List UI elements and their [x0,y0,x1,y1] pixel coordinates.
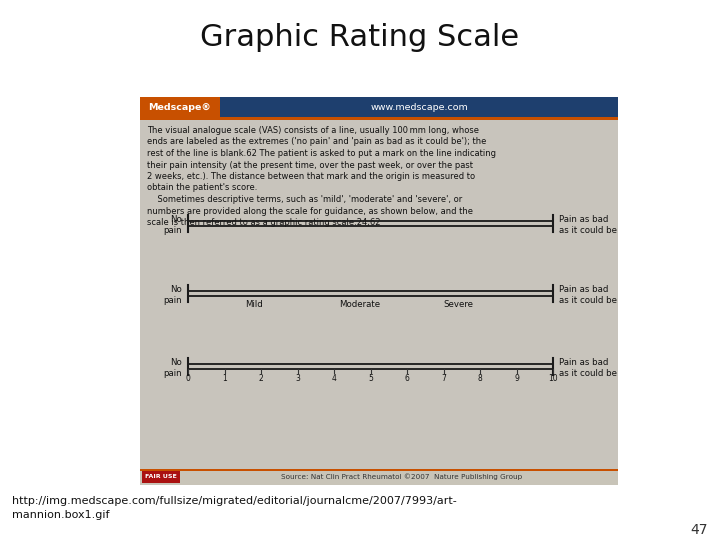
Bar [140,117,618,120]
Text: 4: 4 [332,374,336,383]
Text: 5: 5 [368,374,373,383]
Bar [140,97,618,117]
Text: scale is then referred to as a graphic rating scale.24,62: scale is then referred to as a graphic r… [147,218,380,227]
Text: 9: 9 [514,374,519,383]
Text: numbers are provided along the scale for guidance, as shown below, and the: numbers are provided along the scale for… [147,206,473,215]
Text: No
pain: No pain [163,285,182,305]
Text: 6: 6 [405,374,410,383]
Bar [140,469,618,471]
Text: Pain as bad
as it could be: Pain as bad as it could be [559,215,617,235]
Text: Moderate: Moderate [339,300,380,309]
Bar [140,97,618,485]
Text: Severe: Severe [443,300,473,309]
Text: 2 weeks, etc.). The distance between that mark and the origin is measured to: 2 weeks, etc.). The distance between tha… [147,172,475,181]
Text: Pain as bad
as it could be: Pain as bad as it could be [559,358,617,378]
Text: 10: 10 [548,374,558,383]
Text: rest of the line is blank.62 The patient is asked to put a mark on the line indi: rest of the line is blank.62 The patient… [147,149,496,158]
Bar [140,97,220,117]
Text: Graphic Rating Scale: Graphic Rating Scale [200,24,520,52]
Text: 47: 47 [690,523,708,537]
Text: 7: 7 [441,374,446,383]
Text: Sometimes descriptive terms, such as 'mild', 'moderate' and 'severe', or: Sometimes descriptive terms, such as 'mi… [147,195,462,204]
Text: 8: 8 [477,374,482,383]
Text: Source: Nat Clin Pract Rheumatol ©2007  Nature Publishing Group: Source: Nat Clin Pract Rheumatol ©2007 N… [282,474,523,481]
Text: Medscape®: Medscape® [148,103,212,111]
Text: 1: 1 [222,374,227,383]
Text: Pain as bad
as it could be: Pain as bad as it could be [559,285,617,305]
Text: No
pain: No pain [163,215,182,235]
Text: The visual analogue scale (VAS) consists of a line, usually 100 mm long, whose: The visual analogue scale (VAS) consists… [147,126,479,135]
Text: Mild: Mild [245,300,263,309]
Text: 2: 2 [258,374,264,383]
Text: 0: 0 [186,374,190,383]
Text: www.medscape.com: www.medscape.com [370,103,468,111]
Bar [140,469,618,485]
Text: http://img.medscape.com/fullsize/migrated/editorial/journalcme/2007/7993/art-
ma: http://img.medscape.com/fullsize/migrate… [12,496,456,520]
Text: FAIR USE: FAIR USE [145,475,177,480]
Text: their pain intensity (at the present time, over the past week, or over the past: their pain intensity (at the present tim… [147,160,473,170]
Bar [142,471,180,483]
Text: obtain the patient's score.: obtain the patient's score. [147,184,257,192]
Text: 3: 3 [295,374,300,383]
Text: ends are labeled as the extremes ('no pain' and 'pain as bad as it could be'); t: ends are labeled as the extremes ('no pa… [147,138,487,146]
Text: No
pain: No pain [163,358,182,378]
